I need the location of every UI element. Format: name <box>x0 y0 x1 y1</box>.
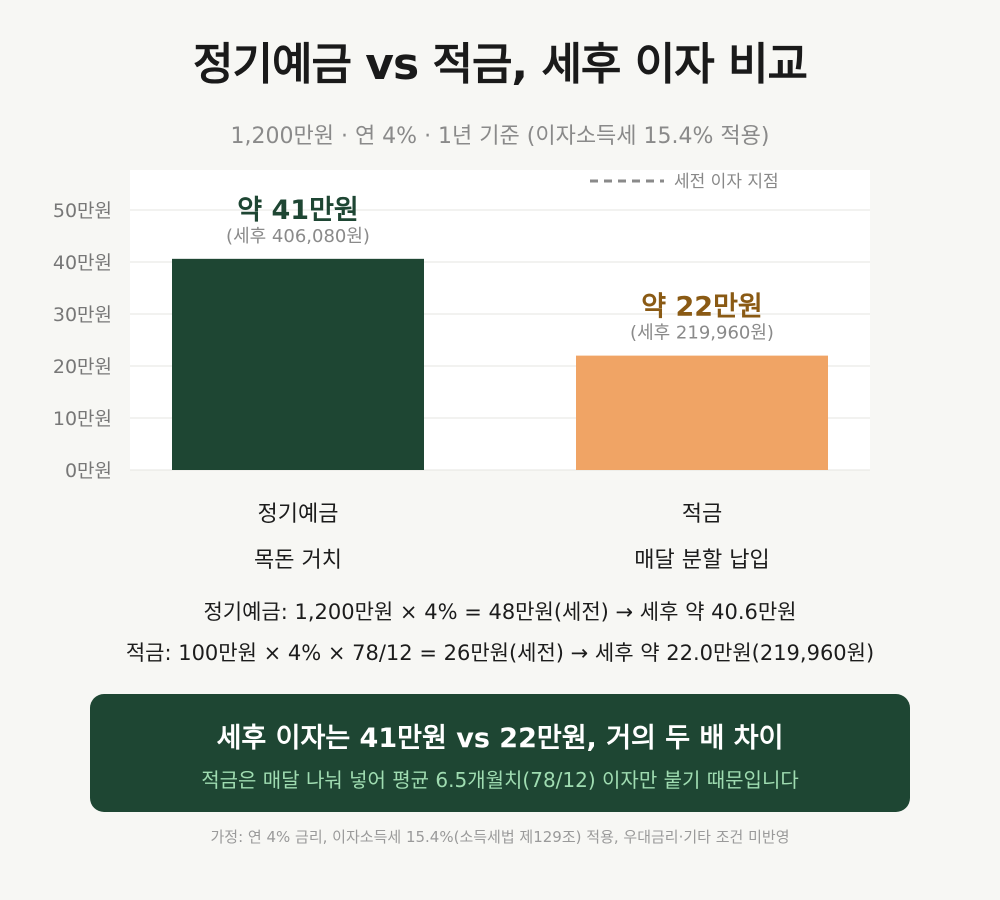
y-tick-label: 50만원 <box>53 200 112 222</box>
formula-savings: 적금: 100만원 × 4% × 78/12 = 26만원(세전) → 세후 약… <box>125 641 875 665</box>
bar-value-label: 약 41만원 <box>237 195 359 226</box>
legend-label: 세전 이자 지점 <box>674 172 779 192</box>
legend: 세전 이자 지점 <box>590 172 779 192</box>
y-tick-label: 40만원 <box>53 252 112 274</box>
summary-headline: 세후 이자는 41만원 vs 22만원, 거의 두 배 차이 <box>216 723 784 754</box>
formula-deposit: 정기예금: 1,200만원 × 4% = 48만원(세전) → 세후 약 40.… <box>203 600 797 624</box>
bar-deposit <box>172 258 424 470</box>
y-tick-label: 30만원 <box>53 304 112 326</box>
y-tick-label: 20만원 <box>53 356 112 378</box>
bar-value-label: 약 22만원 <box>641 292 763 323</box>
bar-value-sublabel: (세후 219,960원) <box>630 323 774 344</box>
x-category-sublabel: 매달 분할 납입 <box>634 548 769 573</box>
bar-value-sublabel: (세후 406,080원) <box>226 226 370 247</box>
bar-savings <box>576 355 828 470</box>
page-title: 정기예금 vs 적금, 세후 이자 비교 <box>193 39 808 90</box>
summary-explanation: 적금은 매달 나눠 넣어 평균 6.5개월치(78/12) 이자만 붙기 때문입… <box>201 768 799 792</box>
summary-box: 세후 이자는 41만원 vs 22만원, 거의 두 배 차이 적금은 매달 나눠… <box>90 694 910 812</box>
y-tick-label: 10만원 <box>53 408 112 430</box>
x-category-sublabel: 목돈 거치 <box>254 548 342 573</box>
y-tick-label: 0만원 <box>65 460 112 482</box>
bar-labels: 약 41만원(세후 406,080원) 약 22만원(세후 219,960원) <box>226 195 774 344</box>
page-subtitle: 1,200만원 · 연 4% · 1년 기준 (이자소득세 15.4% 적용) <box>230 124 770 149</box>
bars <box>172 258 828 470</box>
y-axis-ticks: 0만원 10만원 20만원 30만원 40만원 50만원 <box>53 200 112 482</box>
footnote: 가정: 연 4% 금리, 이자소득세 15.4%(소득세법 제129조) 적용,… <box>210 828 790 846</box>
bar-chart: 0만원 10만원 20만원 30만원 40만원 50만원 약 41만원(세후 406,08… <box>53 170 870 573</box>
x-category-label: 정기예금 <box>258 502 339 527</box>
x-category-label: 적금 <box>682 502 722 527</box>
